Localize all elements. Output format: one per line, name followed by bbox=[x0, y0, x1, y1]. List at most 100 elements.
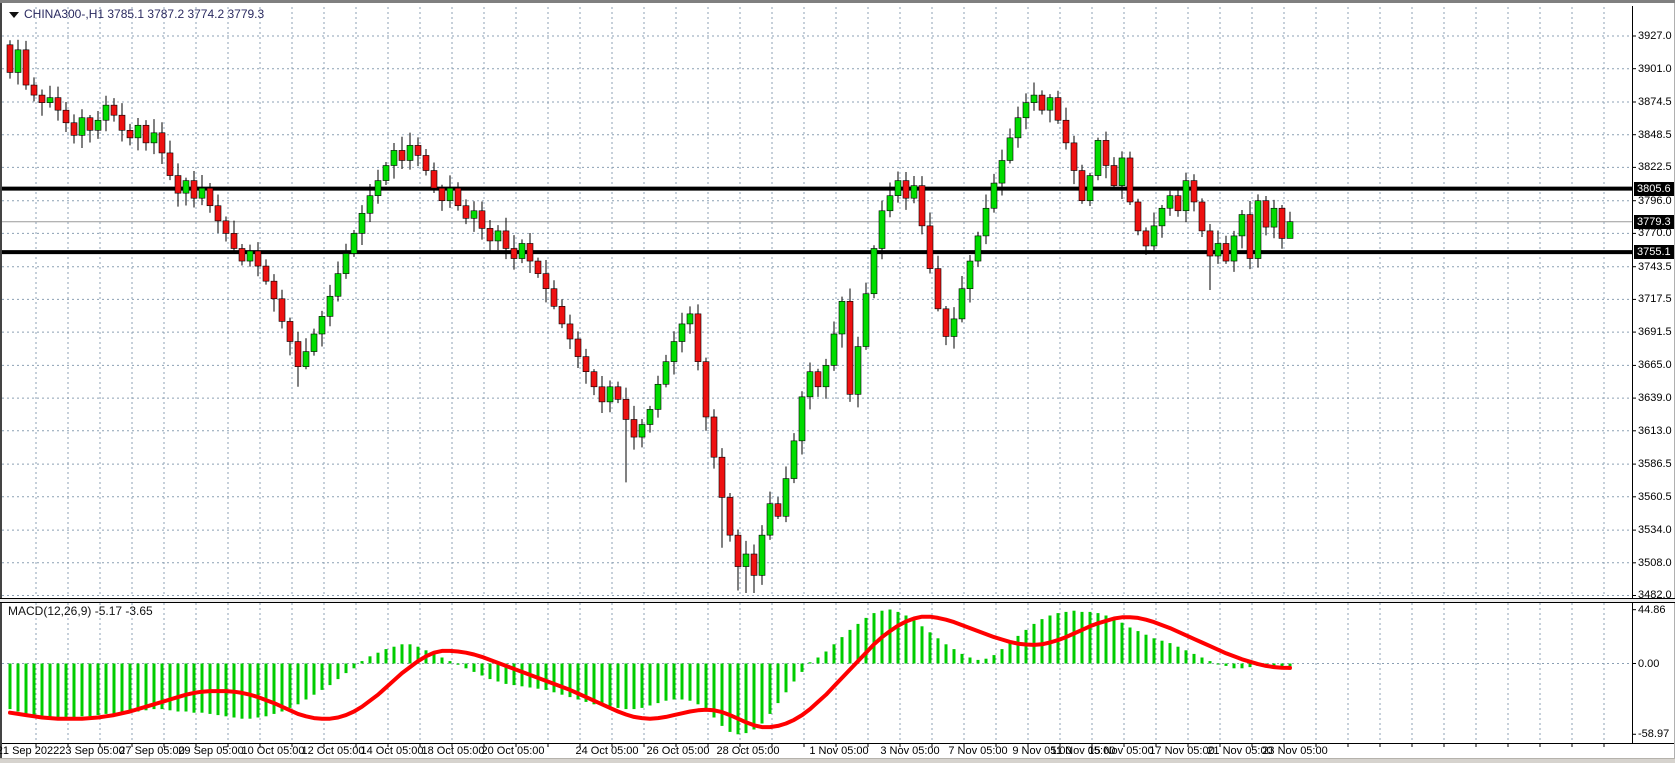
bull-candle bbox=[798, 396, 806, 442]
symbol-dropdown-icon[interactable] bbox=[9, 12, 19, 18]
price-tick-label: 3560.5 bbox=[1638, 490, 1672, 503]
bear-candle bbox=[478, 210, 486, 229]
macd-signal-line bbox=[8, 614, 1292, 730]
bull-candle bbox=[1254, 200, 1262, 259]
time-tick-label: 18 Oct 05:00 bbox=[421, 745, 485, 757]
macd-histogram-bar bbox=[24, 663, 28, 714]
macd-histogram-bar bbox=[1240, 663, 1244, 669]
price-tick-label: 3743.5 bbox=[1638, 260, 1672, 273]
bear-candle bbox=[1198, 201, 1206, 232]
price-tick-label: 3770.0 bbox=[1638, 227, 1672, 240]
bear-candle bbox=[278, 298, 286, 322]
bull-candle bbox=[1286, 221, 1294, 239]
macd-histogram-bar bbox=[1072, 610, 1076, 664]
macd-panel-canvas[interactable] bbox=[2, 603, 1632, 743]
macd-histogram-bar bbox=[664, 663, 668, 701]
macd-histogram-bar bbox=[496, 663, 500, 682]
bull-candle bbox=[638, 424, 646, 438]
bear-candle bbox=[926, 225, 934, 269]
bull-candle bbox=[910, 185, 918, 199]
macd-histogram-bar bbox=[248, 663, 252, 719]
bull-candle bbox=[982, 207, 990, 237]
macd-histogram-bar bbox=[1160, 640, 1164, 664]
bull-candle bbox=[974, 235, 982, 262]
macd-histogram-bar bbox=[1152, 638, 1156, 664]
macd-histogram-bar bbox=[328, 663, 332, 686]
bear-candle bbox=[534, 260, 542, 274]
price-tick-label: 3822.5 bbox=[1638, 161, 1672, 174]
panel-splitter[interactable] bbox=[0, 598, 1675, 603]
macd-histogram-bar bbox=[504, 663, 508, 684]
macd-histogram-bar bbox=[592, 663, 596, 705]
macd-histogram-bar bbox=[352, 663, 356, 669]
macd-histogram-bar bbox=[728, 663, 732, 732]
bear-candle bbox=[414, 145, 422, 156]
bull-candle bbox=[382, 165, 390, 181]
bull-candle bbox=[46, 97, 54, 103]
macd-histogram-bar bbox=[616, 663, 620, 708]
macd-indicator-label: MACD(12,26,9) -5.17 -3.65 bbox=[8, 604, 153, 618]
macd-histogram-bar bbox=[280, 663, 284, 712]
price-tick-label: 3482.0 bbox=[1638, 589, 1672, 602]
macd-histogram-bar bbox=[168, 663, 172, 711]
macd-histogram-bar bbox=[1192, 653, 1196, 664]
macd-histogram-bar bbox=[656, 663, 660, 704]
time-tick-label: 20 Oct 05:00 bbox=[481, 745, 545, 757]
macd-histogram-bar bbox=[1016, 635, 1020, 664]
bear-candle bbox=[222, 220, 230, 234]
bull-candle bbox=[966, 260, 974, 290]
bear-candle bbox=[270, 280, 278, 300]
bull-candle bbox=[302, 351, 310, 367]
macd-histogram-bar bbox=[440, 657, 444, 664]
bull-candle bbox=[326, 295, 334, 317]
time-tick-label: 17 Nov 05:00 bbox=[1149, 745, 1215, 757]
macd-histogram-bar bbox=[1184, 650, 1188, 664]
bear-candle bbox=[582, 356, 590, 372]
window-left-border bbox=[0, 3, 2, 763]
bear-candle bbox=[590, 371, 598, 388]
macd-histogram-bar bbox=[464, 663, 468, 669]
bear-candle bbox=[710, 416, 718, 458]
bear-candle bbox=[462, 205, 470, 219]
time-tick-label: 15 Nov 05:00 bbox=[1088, 745, 1154, 757]
bull-candle bbox=[854, 346, 862, 395]
price-tick-label: 3613.0 bbox=[1638, 424, 1672, 437]
bear-candle bbox=[1278, 207, 1286, 239]
macd-histogram-bar bbox=[928, 632, 932, 664]
macd-histogram-bar bbox=[1176, 646, 1180, 664]
macd-histogram-bar bbox=[808, 662, 812, 664]
macd-histogram-bar bbox=[1136, 631, 1140, 664]
macd-histogram-bar bbox=[936, 638, 940, 664]
bear-candle bbox=[694, 313, 702, 362]
macd-histogram-bar bbox=[384, 649, 388, 664]
macd-histogram-bar bbox=[1128, 627, 1132, 664]
bull-candle bbox=[134, 124, 142, 139]
macd-histogram-bar bbox=[152, 663, 156, 710]
macd-histogram-bar bbox=[864, 617, 868, 664]
bear-candle bbox=[158, 132, 166, 154]
bull-candle bbox=[886, 195, 894, 212]
time-tick-label: 11 Nov 05:00 bbox=[1050, 745, 1116, 757]
bear-candle bbox=[718, 456, 726, 498]
main-chart-canvas[interactable] bbox=[2, 6, 1632, 598]
bear-candle bbox=[486, 228, 494, 242]
bull-candle bbox=[1270, 207, 1278, 228]
bear-candle bbox=[238, 248, 246, 262]
bull-candle bbox=[358, 212, 366, 234]
time-tick-label: 14 Oct 05:00 bbox=[360, 745, 424, 757]
macd-histogram-bar bbox=[1168, 643, 1172, 664]
bear-candle bbox=[510, 248, 518, 259]
macd-histogram-bar bbox=[952, 649, 956, 664]
macd-histogram-bar bbox=[992, 655, 996, 664]
bull-candle bbox=[310, 333, 318, 352]
macd-histogram-bar bbox=[944, 644, 948, 664]
price-tick-label: 3796.0 bbox=[1638, 194, 1672, 207]
bear-candle bbox=[542, 273, 550, 290]
macd-histogram-bar bbox=[472, 663, 476, 672]
macd-histogram-bar bbox=[96, 663, 100, 716]
bull-candle bbox=[1230, 235, 1238, 262]
bear-candle bbox=[630, 419, 638, 438]
bull-candle bbox=[606, 386, 614, 403]
bull-candle bbox=[1022, 102, 1030, 119]
